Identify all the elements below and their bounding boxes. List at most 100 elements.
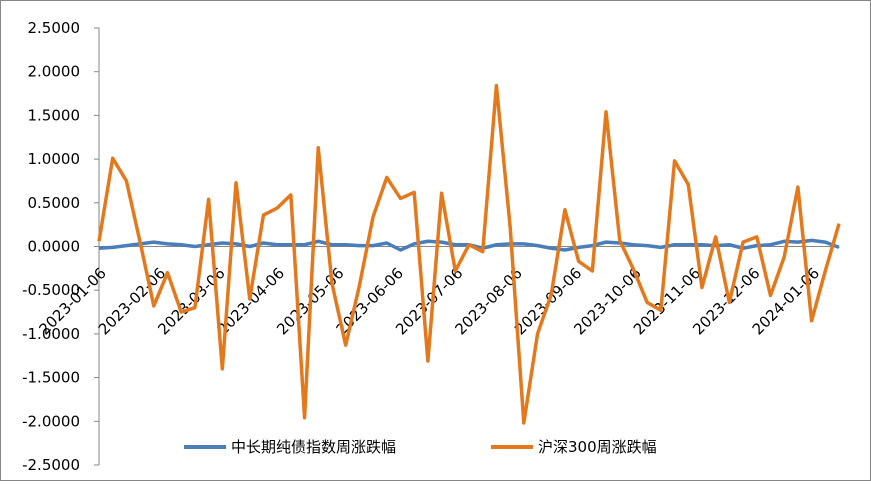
data-point-series-2 xyxy=(454,270,456,272)
data-point-series-1 xyxy=(262,242,264,244)
data-point-series-1 xyxy=(345,244,347,246)
data-point-series-1 xyxy=(290,244,292,246)
data-point-series-2 xyxy=(304,417,306,419)
data-point-series-2 xyxy=(660,309,662,311)
data-point-series-1 xyxy=(221,242,223,244)
data-point-series-2 xyxy=(495,85,497,87)
y-tick-label: 2.5000 xyxy=(28,19,81,37)
data-point-series-2 xyxy=(769,294,771,296)
data-point-series-2 xyxy=(208,198,210,200)
data-point-series-2 xyxy=(605,111,607,113)
series-line-2 xyxy=(97,83,841,425)
data-point-series-1 xyxy=(728,244,730,246)
data-point-series-1 xyxy=(632,244,634,246)
data-point-series-2 xyxy=(482,251,484,253)
data-point-series-2 xyxy=(413,191,415,193)
y-axis-tick-labels: 2.5000 2.0000 1.5000 1.0000 0.5000 0.0000 -0.5… xyxy=(22,19,80,474)
data-point-series-2 xyxy=(578,260,580,262)
data-point-series-2 xyxy=(632,268,634,270)
data-point-series-1 xyxy=(769,244,771,246)
data-point-series-2 xyxy=(372,216,374,218)
data-point-series-1 xyxy=(550,247,552,249)
data-point-series-2 xyxy=(139,241,141,243)
data-point-series-2 xyxy=(674,160,676,162)
data-point-series-2 xyxy=(728,301,730,303)
data-point-series-1 xyxy=(167,243,169,245)
legend-label-series-1: 中长期纯债指数周涨跌幅 xyxy=(231,438,396,456)
data-point-series-1 xyxy=(454,244,456,246)
data-point-series-1 xyxy=(153,241,155,243)
y-tick-label: -1.0000 xyxy=(22,325,80,343)
data-point-series-1 xyxy=(304,244,306,246)
data-point-series-2 xyxy=(824,270,826,272)
data-point-series-1 xyxy=(180,244,182,246)
data-point-series-2 xyxy=(715,236,717,238)
data-point-series-2 xyxy=(194,307,196,309)
y-tick-label: -0.5000 xyxy=(22,281,80,299)
data-point-series-2 xyxy=(112,157,114,159)
data-point-series-1 xyxy=(249,246,251,247)
data-point-series-2 xyxy=(125,180,127,182)
data-point-series-2 xyxy=(701,287,703,289)
data-point-series-2 xyxy=(646,301,648,303)
data-point-series-2 xyxy=(564,209,566,211)
y-tick-label: 0.5000 xyxy=(28,194,81,212)
data-point-series-2 xyxy=(235,182,237,184)
data-point-series-2 xyxy=(399,197,401,199)
data-point-series-1 xyxy=(783,240,785,242)
data-point-series-2 xyxy=(180,311,182,313)
data-point-series-1 xyxy=(235,243,237,245)
data-point-series-1 xyxy=(687,244,689,246)
data-point-series-1 xyxy=(824,241,826,243)
data-point-series-1 xyxy=(838,246,840,248)
data-point-series-2 xyxy=(619,239,621,241)
data-point-series-1 xyxy=(194,246,196,247)
data-point-series-1 xyxy=(427,240,429,242)
data-point-series-2 xyxy=(427,360,429,362)
data-point-series-1 xyxy=(811,239,813,241)
data-point-series-1 xyxy=(399,249,401,251)
data-point-series-2 xyxy=(537,333,539,335)
data-point-series-1 xyxy=(646,245,648,247)
y-tick-label: -2.0000 xyxy=(22,412,80,430)
data-point-series-1 xyxy=(701,244,703,246)
data-point-series-2 xyxy=(783,256,785,258)
data-point-series-2 xyxy=(468,244,470,246)
data-point-series-1 xyxy=(660,246,662,248)
data-point-series-1 xyxy=(208,244,210,246)
data-point-series-2 xyxy=(386,176,388,178)
data-point-series-2 xyxy=(153,305,155,307)
data-point-series-1 xyxy=(797,241,799,243)
data-point-series-2 xyxy=(797,186,799,188)
data-point-series-1 xyxy=(125,245,127,247)
data-point-series-2 xyxy=(523,422,525,424)
data-point-series-2 xyxy=(742,241,744,243)
data-point-series-2 xyxy=(221,368,223,370)
y-tick-label: 1.5000 xyxy=(28,106,81,124)
data-point-series-2 xyxy=(98,240,100,242)
data-point-series-2 xyxy=(249,298,251,300)
data-point-series-1 xyxy=(112,246,114,248)
data-point-series-2 xyxy=(441,192,443,194)
data-point-series-2 xyxy=(290,194,292,196)
data-point-series-2 xyxy=(550,294,552,296)
data-point-series-1 xyxy=(523,243,525,245)
data-point-series-2 xyxy=(687,183,689,185)
legend-label-series-2: 沪深300周涨跌幅 xyxy=(538,438,657,456)
data-point-series-1 xyxy=(564,249,566,251)
data-point-series-2 xyxy=(276,207,278,209)
data-point-series-2 xyxy=(345,344,347,346)
data-point-series-1 xyxy=(413,243,415,245)
data-point-series-1 xyxy=(98,247,100,249)
data-point-series-2 xyxy=(262,214,264,216)
data-point-series-1 xyxy=(372,245,374,247)
data-point-series-1 xyxy=(441,241,443,243)
data-point-series-1 xyxy=(276,244,278,246)
legend: 中长期纯债指数周涨跌幅 沪深300周涨跌幅 xyxy=(184,438,657,456)
data-point-series-1 xyxy=(386,242,388,244)
y-tick-label: -2.5000 xyxy=(22,456,80,474)
data-point-series-1 xyxy=(605,241,607,243)
data-point-series-2 xyxy=(317,147,319,149)
data-point-series-2 xyxy=(167,272,169,274)
